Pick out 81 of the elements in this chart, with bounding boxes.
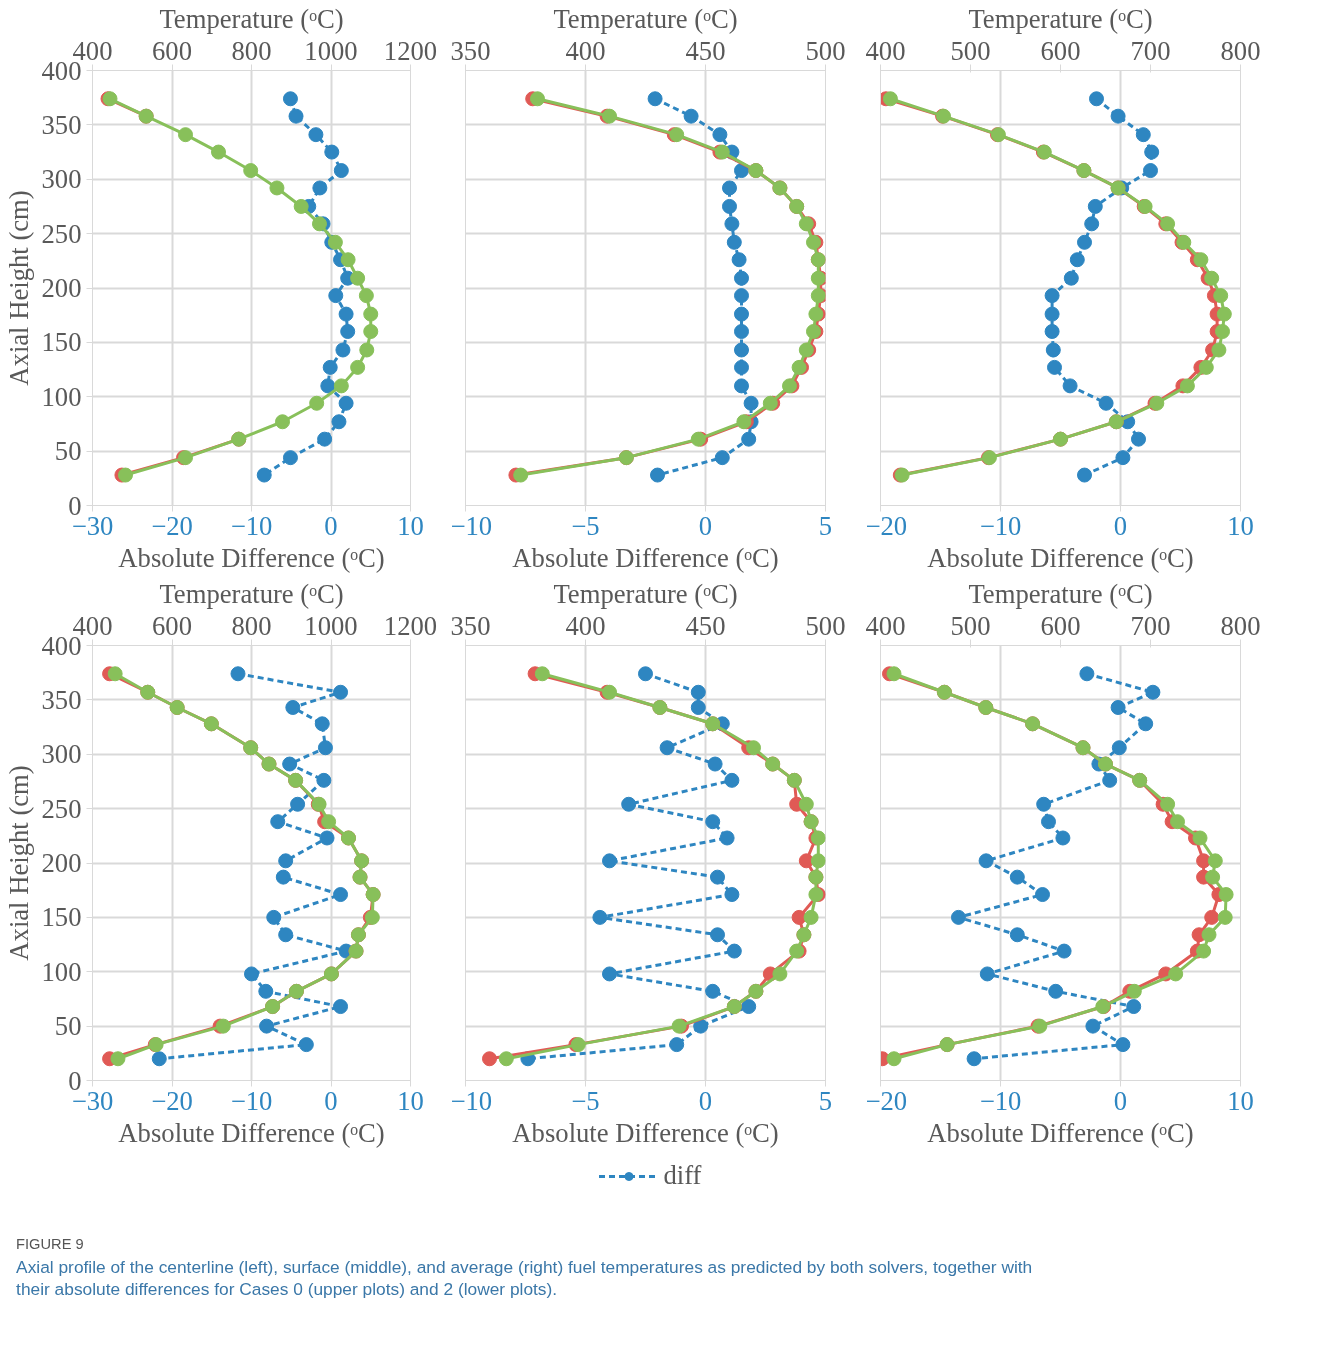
x2-tick-label: 800 — [231, 35, 272, 66]
y-tick-label: 200 — [41, 273, 82, 303]
x2-tick-label: 350 — [450, 610, 491, 641]
x2-axis-title: Temperature (ᵒC) — [553, 578, 738, 609]
x2-tick-label: 400 — [565, 610, 606, 641]
y-axis-title: Axial Height (cm) — [3, 765, 34, 961]
x2-tick-label: 600 — [1040, 35, 1081, 66]
x2-tick-label: 600 — [152, 610, 192, 641]
x-tick-label: −10 — [230, 1085, 273, 1116]
x-tick-label: −10 — [979, 510, 1022, 541]
y-tick-label: 50 — [54, 436, 82, 467]
x-tick-label: 10 — [1227, 510, 1254, 541]
x-axis-title: Absolute Difference (ᵒC) — [927, 1117, 1194, 1148]
x2-axis-title: Temperature (ᵒC) — [159, 578, 344, 609]
x2-tick-label: 1200 — [383, 35, 438, 66]
x-tick-label: −10 — [450, 510, 493, 541]
y-tick-label: 350 — [41, 684, 82, 715]
x-tick-label: 0 — [1113, 1085, 1128, 1116]
x-tick-label: 0 — [324, 1085, 338, 1116]
x-axis-title: Absolute Difference (ᵒC) — [118, 1117, 385, 1148]
y-tick-label: 100 — [41, 956, 82, 987]
y-tick-label: 150 — [41, 902, 82, 933]
x2-tick-label: 500 — [805, 35, 846, 66]
y-tick-label: 250 — [41, 793, 82, 824]
x-tick-label: 5 — [818, 1085, 833, 1116]
y-tick-label: 300 — [41, 739, 82, 770]
y-tick-label: 150 — [41, 327, 82, 358]
x-tick-label: −10 — [230, 510, 273, 541]
x2-tick-label: 600 — [1040, 610, 1081, 641]
x-tick-label: 10 — [397, 510, 424, 541]
y-tick-label: 200 — [41, 848, 82, 878]
y-tick-label: 100 — [41, 381, 82, 412]
y-axis-title: Axial Height (cm) — [3, 190, 34, 386]
x-tick-label: 10 — [397, 1085, 424, 1116]
y-tick-label: 300 — [41, 164, 82, 195]
x-tick-label: −10 — [979, 1085, 1022, 1116]
x2-tick-label: 700 — [1130, 35, 1171, 66]
x-tick-label: 0 — [324, 510, 338, 541]
x-tick-label: −20 — [151, 510, 193, 541]
x-tick-label: −5 — [571, 510, 600, 541]
y-tick-label: 250 — [41, 218, 82, 249]
x-tick-label: 0 — [1113, 510, 1128, 541]
caption: FIGURE 9 — [16, 1236, 84, 1252]
x2-axis-title: Temperature (ᵒC) — [968, 578, 1153, 609]
x2-tick-label: 800 — [1220, 610, 1261, 641]
x2-tick-label: 450 — [685, 35, 726, 66]
x2-tick-label: 1000 — [304, 610, 358, 641]
x-tick-label: −20 — [865, 1085, 908, 1116]
x2-tick-label: 500 — [950, 610, 991, 641]
x-tick-label: −10 — [450, 1085, 493, 1116]
x2-tick-label: 450 — [685, 610, 726, 641]
x-tick-label: 0 — [698, 1085, 713, 1116]
x-axis-title: Absolute Difference (ᵒC) — [118, 542, 385, 573]
text: Axial profile of the centerline (left), surface (middle), and average (right) fuel temperatures as predicted by both solvers, together with their absolute differences for Cases 0 (upper plots) and 2 (lower plots). — [16, 1256, 1033, 1300]
x-tick-label: −20 — [865, 510, 908, 541]
x2-tick-label: 800 — [231, 610, 272, 641]
x2-axis-title: Temperature (ᵒC) — [553, 3, 738, 34]
x-tick-label: −20 — [151, 1085, 193, 1116]
x-tick-label: 5 — [818, 510, 833, 541]
x-tick-label: 0 — [698, 510, 713, 541]
x2-tick-label: 500 — [805, 610, 846, 641]
x2-tick-label: 400 — [865, 610, 906, 641]
x2-axis-title: Temperature (ᵒC) — [968, 3, 1153, 34]
x2-axis-title: Temperature (ᵒC) — [159, 3, 344, 34]
y-tick-label: 50 — [54, 1011, 82, 1042]
x-tick-label: 10 — [1227, 1085, 1254, 1116]
x2-tick-label: 400 — [865, 35, 906, 66]
x2-tick-label: 1200 — [383, 610, 438, 641]
x2-tick-label: 1000 — [304, 35, 358, 66]
x-axis-title: Absolute Difference (ᵒC) — [927, 542, 1194, 573]
x-tick-label: −5 — [571, 1085, 600, 1116]
x2-tick-label: 600 — [152, 35, 192, 66]
x2-tick-label: 500 — [950, 35, 991, 66]
x2-tick-label: 800 — [1220, 35, 1261, 66]
y-tick-label: 350 — [41, 109, 82, 140]
x-axis-title: Absolute Difference (ᵒC) — [512, 1117, 779, 1148]
legend-label: diff — [663, 1160, 702, 1191]
x2-tick-label: 350 — [450, 35, 491, 66]
x2-tick-label: 700 — [1130, 610, 1171, 641]
x-axis-title: Absolute Difference (ᵒC) — [512, 542, 779, 573]
x2-tick-label: 400 — [565, 35, 606, 66]
